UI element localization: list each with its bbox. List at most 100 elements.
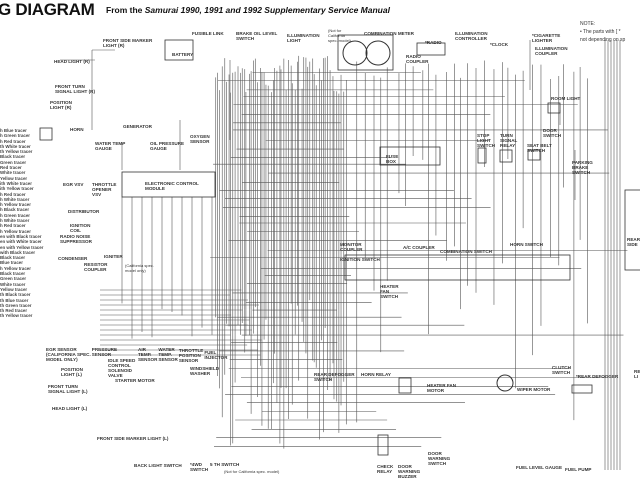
legend-item: Yellow tracer (0, 286, 28, 292)
label-windshield-washer: WINDSHIELD WASHER (190, 366, 220, 376)
legend-item: Green tracer (0, 159, 27, 165)
label-turn-signal-relay: TURN SIGNAL RELAY (500, 133, 518, 148)
label-front-side-marker-r: FRONT SIDE MARKER LIGHT (R) (103, 38, 153, 48)
label-condenser: CONDENSER (58, 256, 88, 261)
label-check-relay: CHECK RELAY (377, 464, 394, 474)
legend-item: Yellow tracer (0, 175, 28, 181)
legend-item: th Green tracer (0, 302, 32, 308)
subtitle-manual-name: Samurai 1990, 1991 and 1992 Supplementar… (144, 5, 390, 15)
label-radio: *RADIO (425, 40, 442, 45)
label-front-turn-r: FRONT TURN SIGNAL LIGHT (R) (55, 84, 95, 94)
diagram-title: G DIAGRAM (0, 0, 95, 19)
label-horn-relay: HORN RELAY (361, 372, 391, 377)
legend-item: Blue tracer (0, 260, 23, 266)
label-position-light-r: POSITION LIGHT (R) (50, 100, 72, 110)
tachometer-gauge (365, 40, 391, 66)
label-egr-vsv: EGR VSV (63, 182, 84, 187)
legend-item: ith White tracer (0, 180, 32, 186)
door-warning-buzzer-box (398, 377, 412, 394)
legend-item: Red tracer (0, 165, 22, 171)
radio-box (416, 42, 446, 56)
note-line-2: not depending on sp (580, 37, 626, 43)
label-combination-meter: COMBINATION METER (364, 31, 414, 36)
combination-switch-box (344, 254, 571, 281)
legend-item: White tracer (0, 170, 26, 176)
label-not-california-2: (Not for California spec. model) (224, 469, 280, 474)
label-fuel-pump: FUEL PUMP (565, 467, 592, 472)
label-door-switch: DOOR SWITCH (543, 128, 562, 138)
label-water-temp-sensor: WATER TEMP. SENSOR (158, 347, 178, 362)
label-cigarette-lighter: *CIGARETTE LIGHTER (532, 33, 561, 43)
legend-item: Black tracer (0, 255, 26, 261)
label-oxygen-sensor: OXYGEN SENSOR (190, 134, 210, 144)
legend-item: h Red tracer (0, 191, 26, 197)
label-egr-sensor: EGR SENSOR (California spec. model only) (46, 347, 91, 362)
legend-item: ith Yellow tracer (0, 186, 34, 192)
legend-item: Black tracer (0, 154, 26, 160)
label-illumination-light: ILLUMINATION LIGHT (287, 33, 320, 43)
turn-signal-relay-box (499, 149, 513, 163)
label-distributor: DISTRIBUTOR (68, 209, 100, 214)
label-clock: *CLOCK (490, 42, 509, 47)
wiper-motor-symbol (496, 374, 514, 392)
label-generator: GENERATOR (123, 124, 152, 129)
legend-item: th Blue tracer (0, 297, 29, 303)
legend-item: en with Black tracer (0, 233, 42, 239)
legend-item: th Yellow tracer (0, 149, 33, 155)
label-4wd-switch: *4WD SWITCH (190, 462, 209, 472)
legend-item: th Yellow tracer (0, 313, 33, 319)
label-position-light-l: POSITION LIGHT (L) (61, 367, 83, 377)
wire-color-legend: h Blue tracer h Green tracer h Red tracer t… (0, 128, 43, 319)
legend-item: h Yellow tracer (0, 228, 31, 234)
label-back-light-switch: BACK LIGHT SWITCH (134, 463, 182, 468)
label-fusible-link: FUSIBLE LINK (192, 31, 224, 36)
legend-item: h Red tracer (0, 223, 26, 229)
label-rear-li: RE LI (634, 369, 640, 379)
legend-item: h Blue tracer (0, 128, 27, 133)
legend-item: h Red tracer (0, 138, 26, 144)
legend-item: h Yellow tracer (0, 202, 31, 208)
label-throttle-opener: THROTTLE OPENER VSV (92, 182, 117, 197)
label-5th-switch: 5 TH SWITCH (210, 462, 240, 467)
legend-item: en with Yellow tracer (0, 244, 44, 250)
stop-light-switch-box (477, 147, 487, 164)
label-radio-noise: RADIO NOISE SUPPRESSOR (60, 233, 92, 244)
label-heater-fan-motor: HEATER FAN MOTOR (427, 383, 457, 393)
label-horn-switch: HORN SWITCH (510, 242, 543, 247)
label-starter-motor: STARTER MOTOR (115, 378, 155, 383)
label-ac-coupler: A/C COUPLER (403, 245, 435, 250)
note-heading: NOTE: (580, 21, 596, 27)
legend-item: h Green tracer (0, 212, 31, 218)
legend-item: Black tracer (0, 271, 26, 277)
label-throttle-position-sensor: THROTTLE POSITION SENSOR (178, 348, 204, 363)
label-room-light: ROOM LIGHT (551, 96, 581, 101)
label-fuel-level-gauge: FUEL LEVEL GAUGE (516, 465, 563, 470)
label-clutch-switch: CLUTCH SWITCH (552, 365, 571, 375)
label-head-light-r: HEAD LIGHT (R) (54, 59, 90, 64)
combination-meter-box (337, 34, 394, 71)
label-head-light-l: HEAD LIGHT (L) (52, 406, 88, 411)
label-rear-defogger: *REAR DEFOGGER (576, 374, 619, 379)
speedometer-gauge (342, 40, 368, 66)
label-monitor-coupler: MONITOR COUPLER (340, 242, 363, 252)
legend-item: h Yellow tracer (0, 265, 31, 271)
label-front-turn-l: FRONT TURN SIGNAL LIGHT (L) (48, 384, 88, 394)
label-radio-coupler: RADIO COUPLER (406, 54, 429, 64)
label-brake-oil: BRAKE OIL LEVEL SWITCH (236, 31, 278, 41)
label-parking-brake-switch: PARKING BRAKE SWITCH (572, 160, 593, 175)
legend-item: th White tracer (0, 143, 31, 149)
label-illumination-controller: ILLUMINATION CONTROLLER (455, 31, 488, 41)
legend-item: h Green tracer (0, 133, 31, 139)
label-combination-switch: COMBINATION SWITCH (440, 249, 492, 254)
legend-item: th Red tracer (0, 308, 28, 314)
label-rear-side: REAR SIDE (627, 237, 640, 247)
legend-item: Green tracer (0, 276, 27, 282)
label-resistor-coupler: RESISTOR COUPLER (84, 262, 108, 272)
legend-item: White tracer (0, 281, 26, 287)
label-not-california-1: (Not for California spec. model) (328, 28, 351, 43)
legend-item: h White tracer (0, 196, 30, 202)
ecm-box (121, 171, 216, 198)
label-ignition-switch: IGNITION SWITCH (340, 257, 380, 262)
